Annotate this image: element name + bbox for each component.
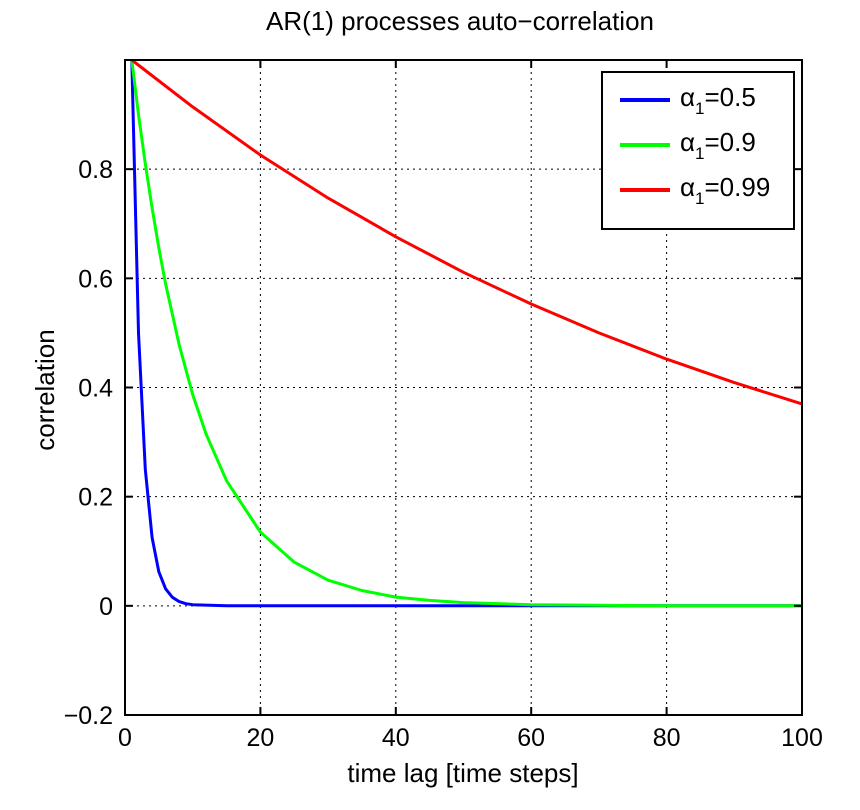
y-tick-label: 0.8 [78, 156, 113, 184]
y-tick-label: 0.6 [78, 265, 113, 293]
x-tick-label: 40 [382, 724, 410, 752]
legend-label: α1=0.5 [680, 82, 756, 118]
x-tick-label: 0 [118, 724, 132, 752]
y-tick-label: 0.2 [78, 484, 113, 512]
y-axis-label: correlation [30, 329, 60, 450]
legend-label: α1=0.9 [680, 127, 756, 163]
series-line-3 [130, 58, 803, 406]
x-tick-label: 100 [781, 724, 823, 752]
series-line-2 [130, 59, 802, 608]
legend-label: α1=0.99 [680, 172, 770, 208]
x-axis-label: time lag [time steps] [347, 758, 578, 788]
legend: α1=0.5 α1=0.9 α1=0.99 [601, 71, 795, 230]
x-tick-label: 60 [517, 724, 545, 752]
y-tick-label: −0.2 [64, 702, 113, 730]
y-tick-label: 0 [99, 593, 113, 621]
axis-ticks: 0 20 40 60 80 100−0.200.20.40.60.8 [64, 60, 823, 752]
y-tick-label: 0.4 [78, 375, 113, 403]
series-lines [130, 58, 803, 608]
x-tick-label: 20 [246, 724, 274, 752]
chart-title: AR(1) processes auto−correlation [266, 6, 654, 36]
x-tick-label: 80 [653, 724, 681, 752]
